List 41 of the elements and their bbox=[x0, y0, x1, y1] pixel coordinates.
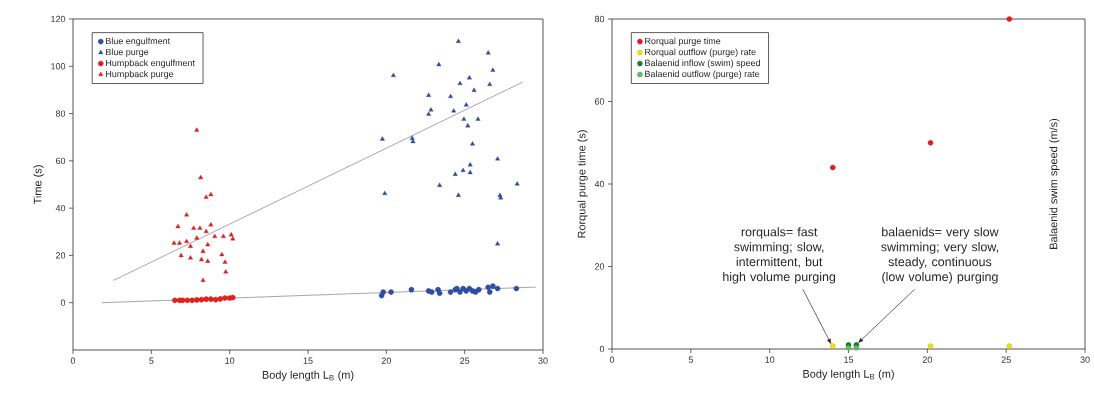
y-tick-label: 20 bbox=[594, 263, 605, 270]
x-tick-label: 30 bbox=[1080, 356, 1090, 363]
y-tick-label: 0 bbox=[60, 299, 66, 306]
y-axis-title: Rorqual purge time (s) bbox=[577, 130, 588, 238]
x-tick-label: 5 bbox=[688, 356, 693, 363]
x-tick-label: 10 bbox=[225, 357, 235, 364]
legend-label: Rorqual outflow (purge) rate bbox=[645, 48, 756, 57]
legend-label: Rorqual purge time bbox=[645, 37, 721, 46]
x-axis-title: Body length L$_{B}$ (m) bbox=[262, 370, 354, 381]
legend-label: Humpback purge bbox=[106, 70, 174, 79]
y2-axis-title: Balaenid swim speed (m/s) bbox=[1049, 118, 1060, 249]
y-tick-label: 100 bbox=[51, 63, 66, 70]
x-tick-label: 20 bbox=[922, 356, 932, 363]
y-tick-label: 20 bbox=[55, 252, 66, 259]
y-tick-label: 120 bbox=[51, 15, 66, 23]
y-tick-label: 40 bbox=[594, 180, 605, 188]
legend-label: Balaenid outflow (purge) rate bbox=[645, 70, 760, 79]
y-axis-title: Time (s) bbox=[33, 165, 44, 205]
legend-label: Humpback engulfment bbox=[106, 59, 195, 68]
x-tick-label: 0 bbox=[70, 357, 76, 364]
x-axis-title: Body length L$_{B}$ (m) bbox=[803, 369, 894, 380]
x-tick-label: 5 bbox=[149, 357, 154, 364]
y-tick-label: 0 bbox=[599, 345, 605, 353]
y-tick-label: 80 bbox=[55, 110, 66, 117]
annotation: balaenids= very slow swimming; very slow, steady, continuous (low volume) purging bbox=[881, 227, 999, 284]
y-tick-label: 60 bbox=[594, 98, 605, 105]
legend-label: Blue engulfment bbox=[106, 37, 171, 46]
x-tick-label: 10 bbox=[765, 356, 775, 363]
y-tick-label: 40 bbox=[55, 204, 66, 212]
x-tick-label: 30 bbox=[538, 357, 548, 364]
legend-label: Balaenid inflow (swim) speed bbox=[645, 59, 760, 68]
x-tick-label: 20 bbox=[381, 357, 391, 364]
x-tick-label: 15 bbox=[303, 357, 313, 364]
x-tick-label: 25 bbox=[460, 357, 470, 364]
x-tick-label: 25 bbox=[1001, 356, 1011, 363]
y-tick-label: 80 bbox=[594, 15, 605, 23]
legend-label: Blue purge bbox=[106, 48, 149, 57]
x-tick-label: 15 bbox=[844, 356, 854, 363]
annotation: rorquals= fast swimming; slow, intermittent, but high volume purging bbox=[723, 227, 836, 284]
x-tick-label: 0 bbox=[609, 356, 615, 363]
y-tick-label: 60 bbox=[55, 157, 66, 165]
